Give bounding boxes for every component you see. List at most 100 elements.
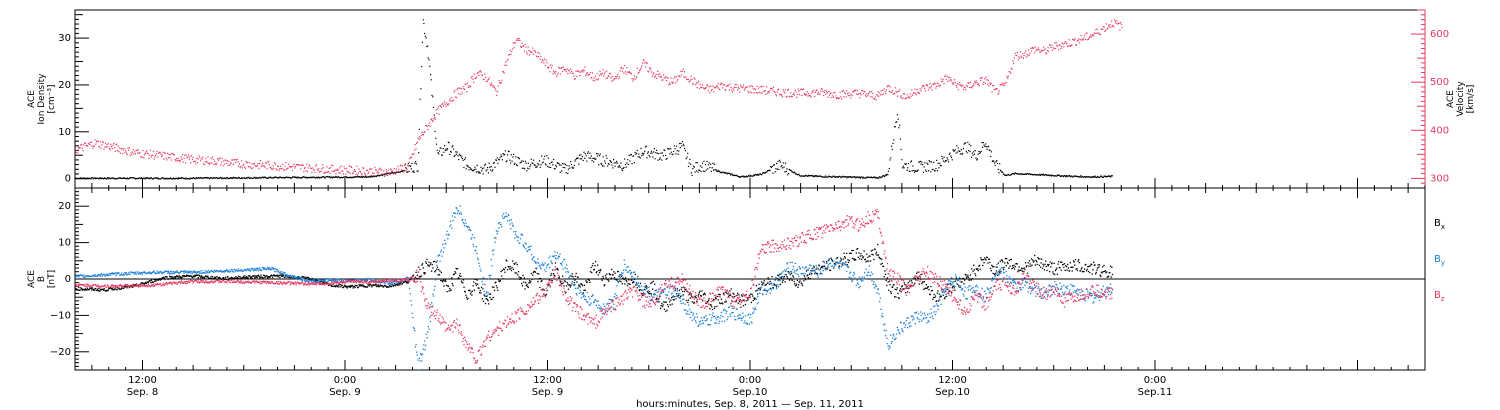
- density-velocity-point: [1098, 32, 1100, 34]
- density-velocity-point: [83, 144, 85, 146]
- density-velocity-point: [596, 155, 598, 157]
- density-velocity-point: [499, 81, 501, 84]
- density-velocity-point: [466, 91, 468, 93]
- field-point: [801, 283, 803, 285]
- density-velocity-point: [524, 43, 526, 45]
- field-point: [668, 298, 670, 300]
- velocity-tick-label: 400: [1430, 125, 1449, 136]
- density-velocity-point: [1005, 174, 1007, 177]
- density-velocity-point: [163, 177, 166, 179]
- field-point: [888, 289, 890, 291]
- density-velocity-point: [917, 169, 919, 171]
- field-point: [383, 286, 385, 288]
- field-point: [251, 277, 253, 279]
- density-velocity-point: [838, 97, 840, 99]
- density-velocity-point: [1111, 20, 1113, 22]
- field-point: [646, 291, 649, 293]
- density-velocity-point: [296, 164, 298, 166]
- density-velocity-point: [319, 177, 321, 179]
- field-point: [562, 282, 564, 284]
- density-velocity-point: [350, 177, 352, 179]
- field-point: [800, 282, 802, 284]
- density-velocity-point: [257, 162, 259, 164]
- density-velocity-point: [732, 174, 734, 176]
- field-point: [108, 287, 110, 289]
- field-point: [656, 298, 658, 300]
- field-point: [130, 271, 132, 273]
- density-velocity-point: [378, 172, 380, 174]
- density-velocity-point: [441, 103, 443, 105]
- density-velocity-point: [955, 84, 957, 86]
- field-point: [132, 284, 134, 286]
- density-velocity-point: [628, 71, 630, 73]
- field-point: [93, 289, 96, 291]
- density-velocity-point: [715, 87, 717, 89]
- field-point: [534, 270, 536, 273]
- density-velocity-point: [831, 92, 833, 94]
- density-velocity-point: [600, 162, 602, 165]
- density-velocity-point: [1093, 176, 1096, 178]
- density-velocity-point: [330, 167, 332, 169]
- density-velocity-point: [614, 165, 616, 167]
- density-velocity-point: [525, 46, 527, 48]
- density-velocity-point: [266, 177, 268, 179]
- field-point: [1069, 262, 1071, 264]
- field-point: [340, 286, 342, 288]
- density-velocity-point: [140, 178, 142, 180]
- field-point: [323, 281, 325, 283]
- field-point: [1045, 265, 1047, 268]
- density-velocity-point: [939, 162, 941, 164]
- density-velocity-point: [415, 148, 417, 150]
- field-point: [615, 278, 617, 281]
- field-point: [80, 288, 83, 290]
- density-velocity-point: [527, 162, 529, 164]
- density-velocity-point: [400, 170, 402, 172]
- density-velocity-point: [915, 92, 917, 94]
- field-point: [540, 280, 542, 282]
- density-velocity-point: [357, 172, 359, 174]
- density-velocity-point: [264, 176, 266, 178]
- density-velocity-point: [228, 177, 230, 179]
- density-velocity-point: [160, 178, 162, 180]
- field-point: [117, 272, 119, 274]
- density-velocity-point: [578, 71, 580, 73]
- density-velocity-point: [859, 177, 861, 179]
- density-velocity-point: [183, 177, 186, 180]
- field-point: [191, 276, 193, 279]
- field-point: [200, 276, 202, 279]
- density-velocity-point: [921, 87, 923, 89]
- density-velocity-point: [1105, 29, 1107, 31]
- field-point: [827, 259, 830, 262]
- density-velocity-point: [782, 89, 784, 91]
- field-point: [1082, 270, 1084, 273]
- field-point: [159, 271, 162, 273]
- density-velocity-point: [331, 176, 333, 178]
- density-velocity-point: [397, 171, 399, 173]
- density-velocity-point: [294, 177, 296, 179]
- field-point: [784, 281, 786, 283]
- density-velocity-point: [959, 150, 961, 152]
- field-point: [901, 286, 903, 288]
- density-velocity-point: [767, 169, 770, 172]
- density-velocity-point: [317, 170, 319, 172]
- density-velocity-point: [312, 167, 314, 169]
- field-point: [749, 296, 751, 298]
- density-velocity-point: [1076, 175, 1078, 177]
- density-velocity-point: [294, 165, 297, 168]
- density-velocity-point: [132, 149, 134, 151]
- field-point: [861, 255, 863, 257]
- field-point: [984, 257, 986, 259]
- density-velocity-point: [629, 72, 631, 74]
- density-velocity-point: [717, 169, 719, 171]
- density-velocity-point: [78, 146, 80, 148]
- density-velocity-point: [718, 171, 720, 173]
- density-velocity-point: [573, 164, 575, 167]
- density-velocity-point: [301, 177, 303, 179]
- field-point: [479, 292, 481, 294]
- density-velocity-point: [921, 161, 923, 163]
- density-velocity-point: [181, 177, 183, 179]
- density-velocity-point: [811, 92, 813, 94]
- density-velocity-point: [116, 143, 118, 145]
- field-point: [716, 305, 718, 307]
- density-velocity-point: [323, 176, 325, 178]
